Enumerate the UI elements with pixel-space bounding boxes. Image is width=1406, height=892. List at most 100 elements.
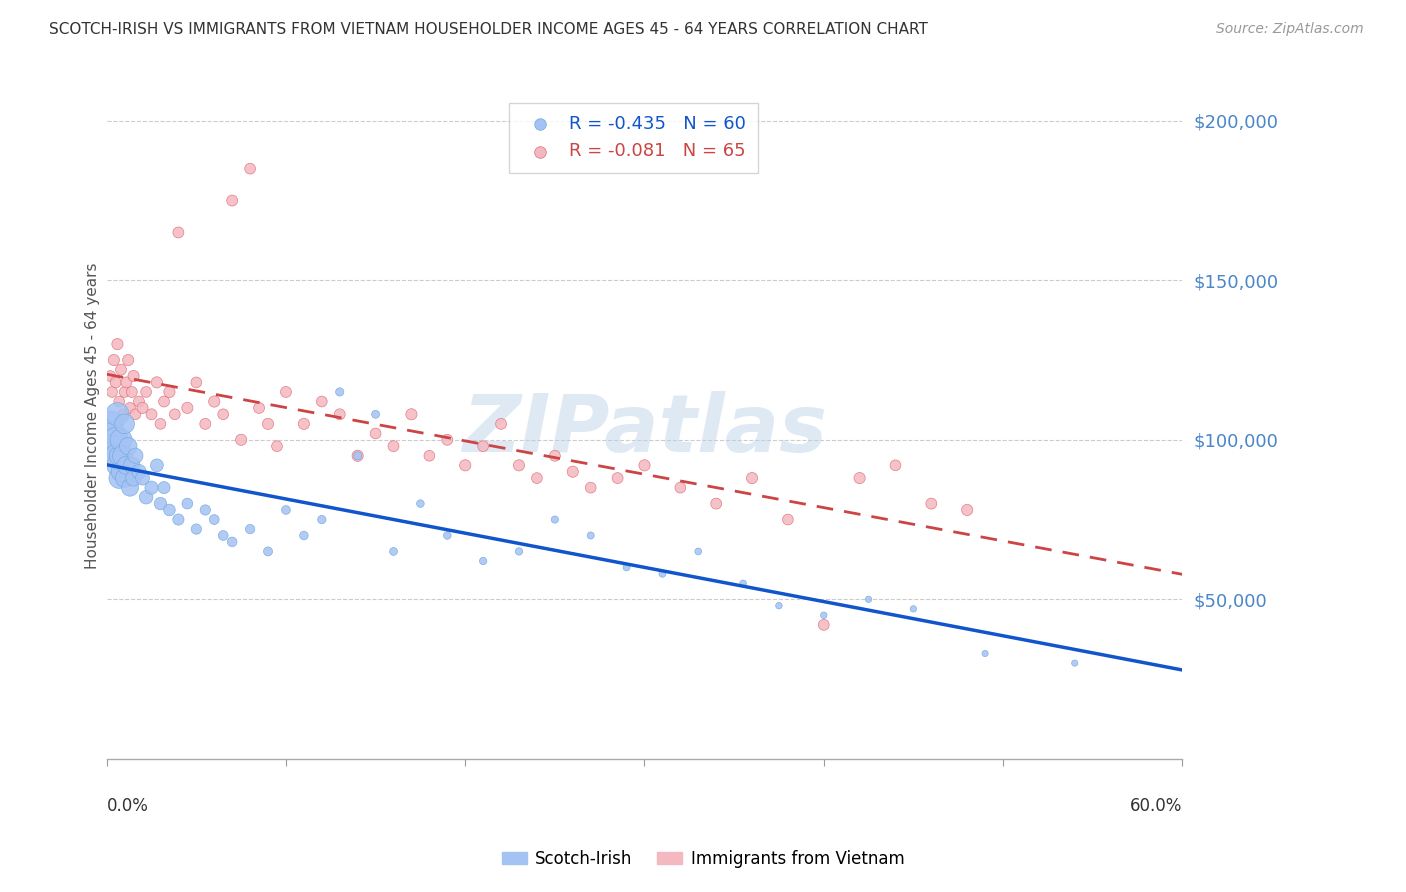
Point xyxy=(212,528,235,542)
Legend: Scotch-Irish, Immigrants from Vietnam: Scotch-Irish, Immigrants from Vietnam xyxy=(495,844,911,875)
Point xyxy=(579,528,602,542)
Legend: R = -0.435   N = 60, R = -0.081   N = 65: R = -0.435 N = 60, R = -0.081 N = 65 xyxy=(509,103,758,173)
Text: Source: ZipAtlas.com: Source: ZipAtlas.com xyxy=(1216,22,1364,37)
Point xyxy=(159,503,181,517)
Point xyxy=(108,449,131,463)
Point xyxy=(186,376,208,390)
Point xyxy=(110,362,132,376)
Point xyxy=(561,465,583,479)
Point xyxy=(124,407,146,421)
Point xyxy=(111,449,134,463)
Point xyxy=(146,376,169,390)
Point xyxy=(257,417,280,431)
Point xyxy=(176,497,198,511)
Point xyxy=(266,439,288,453)
Point xyxy=(633,458,655,473)
Point xyxy=(606,471,628,485)
Point xyxy=(159,384,181,399)
Text: 0.0%: 0.0% xyxy=(107,797,149,814)
Point xyxy=(167,512,190,526)
Point xyxy=(153,394,176,409)
Point xyxy=(117,439,139,453)
Point xyxy=(221,194,243,208)
Point xyxy=(311,394,333,409)
Point xyxy=(101,384,124,399)
Point xyxy=(122,369,145,384)
Text: 60.0%: 60.0% xyxy=(1130,797,1182,814)
Point xyxy=(704,497,727,511)
Point xyxy=(149,417,172,431)
Point xyxy=(212,407,235,421)
Point xyxy=(131,401,153,415)
Point xyxy=(103,353,125,368)
Point xyxy=(141,407,163,421)
Point xyxy=(544,512,567,526)
Point xyxy=(153,481,176,495)
Point xyxy=(741,471,763,485)
Point xyxy=(121,458,143,473)
Point xyxy=(544,449,567,463)
Point xyxy=(813,608,835,623)
Point xyxy=(489,417,512,431)
Point xyxy=(104,449,127,463)
Point xyxy=(329,407,352,421)
Point xyxy=(651,566,673,581)
Point xyxy=(364,426,387,441)
Point xyxy=(122,471,145,485)
Point xyxy=(526,471,548,485)
Point xyxy=(167,226,190,240)
Point xyxy=(292,417,315,431)
Point xyxy=(202,512,225,526)
Point xyxy=(124,449,146,463)
Point xyxy=(121,384,143,399)
Point xyxy=(118,481,141,495)
Point xyxy=(194,417,217,431)
Point xyxy=(364,407,387,421)
Point xyxy=(382,439,405,453)
Point xyxy=(146,458,169,473)
Point xyxy=(118,401,141,415)
Point xyxy=(1063,656,1085,670)
Point xyxy=(98,417,121,431)
Point xyxy=(848,471,870,485)
Point xyxy=(418,449,440,463)
Point xyxy=(114,471,136,485)
Point xyxy=(128,394,150,409)
Point xyxy=(176,401,198,415)
Point xyxy=(163,407,186,421)
Point xyxy=(104,433,127,447)
Point xyxy=(103,426,125,441)
Point xyxy=(346,449,368,463)
Point xyxy=(247,401,270,415)
Point xyxy=(956,503,979,517)
Point xyxy=(508,544,530,558)
Point xyxy=(813,617,835,632)
Point xyxy=(579,481,602,495)
Point xyxy=(382,544,405,558)
Point xyxy=(472,554,495,568)
Point xyxy=(292,528,315,542)
Point xyxy=(974,647,997,661)
Point xyxy=(98,369,121,384)
Text: SCOTCH-IRISH VS IMMIGRANTS FROM VIETNAM HOUSEHOLDER INCOME AGES 45 - 64 YEARS CO: SCOTCH-IRISH VS IMMIGRANTS FROM VIETNAM … xyxy=(49,22,928,37)
Point xyxy=(110,465,132,479)
Point xyxy=(669,481,692,495)
Point xyxy=(128,465,150,479)
Point xyxy=(108,471,131,485)
Point xyxy=(436,433,458,447)
Point xyxy=(104,376,127,390)
Point xyxy=(257,544,280,558)
Point xyxy=(239,161,262,176)
Point xyxy=(920,497,942,511)
Point xyxy=(231,433,253,447)
Point xyxy=(472,439,495,453)
Point xyxy=(884,458,907,473)
Point xyxy=(107,458,129,473)
Point xyxy=(776,512,799,526)
Point xyxy=(454,458,477,473)
Point xyxy=(149,497,172,511)
Point xyxy=(107,407,129,421)
Point xyxy=(115,376,138,390)
Text: ZIPatlas: ZIPatlas xyxy=(463,391,827,468)
Point xyxy=(202,394,225,409)
